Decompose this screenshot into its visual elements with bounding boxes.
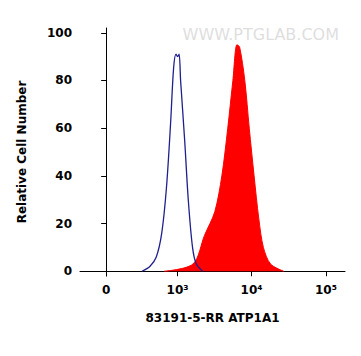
svg-text:83191-5-RR ATP1A1: 83191-5-RR ATP1A1 xyxy=(145,311,279,325)
svg-text:10³: 10³ xyxy=(167,283,189,297)
svg-text:10⁴: 10⁴ xyxy=(241,283,263,297)
svg-text:60: 60 xyxy=(55,121,72,135)
svg-text:10⁵: 10⁵ xyxy=(315,283,337,297)
svg-text:0: 0 xyxy=(64,264,72,278)
svg-text:Relative Cell Number: Relative Cell Number xyxy=(15,81,29,224)
svg-text:0: 0 xyxy=(102,283,110,297)
svg-text:20: 20 xyxy=(55,217,72,231)
svg-text:WWW.PTGLAB.COM: WWW.PTGLAB.COM xyxy=(183,25,339,44)
svg-text:100: 100 xyxy=(47,26,72,40)
svg-text:40: 40 xyxy=(55,169,72,183)
svg-text:80: 80 xyxy=(55,73,72,87)
